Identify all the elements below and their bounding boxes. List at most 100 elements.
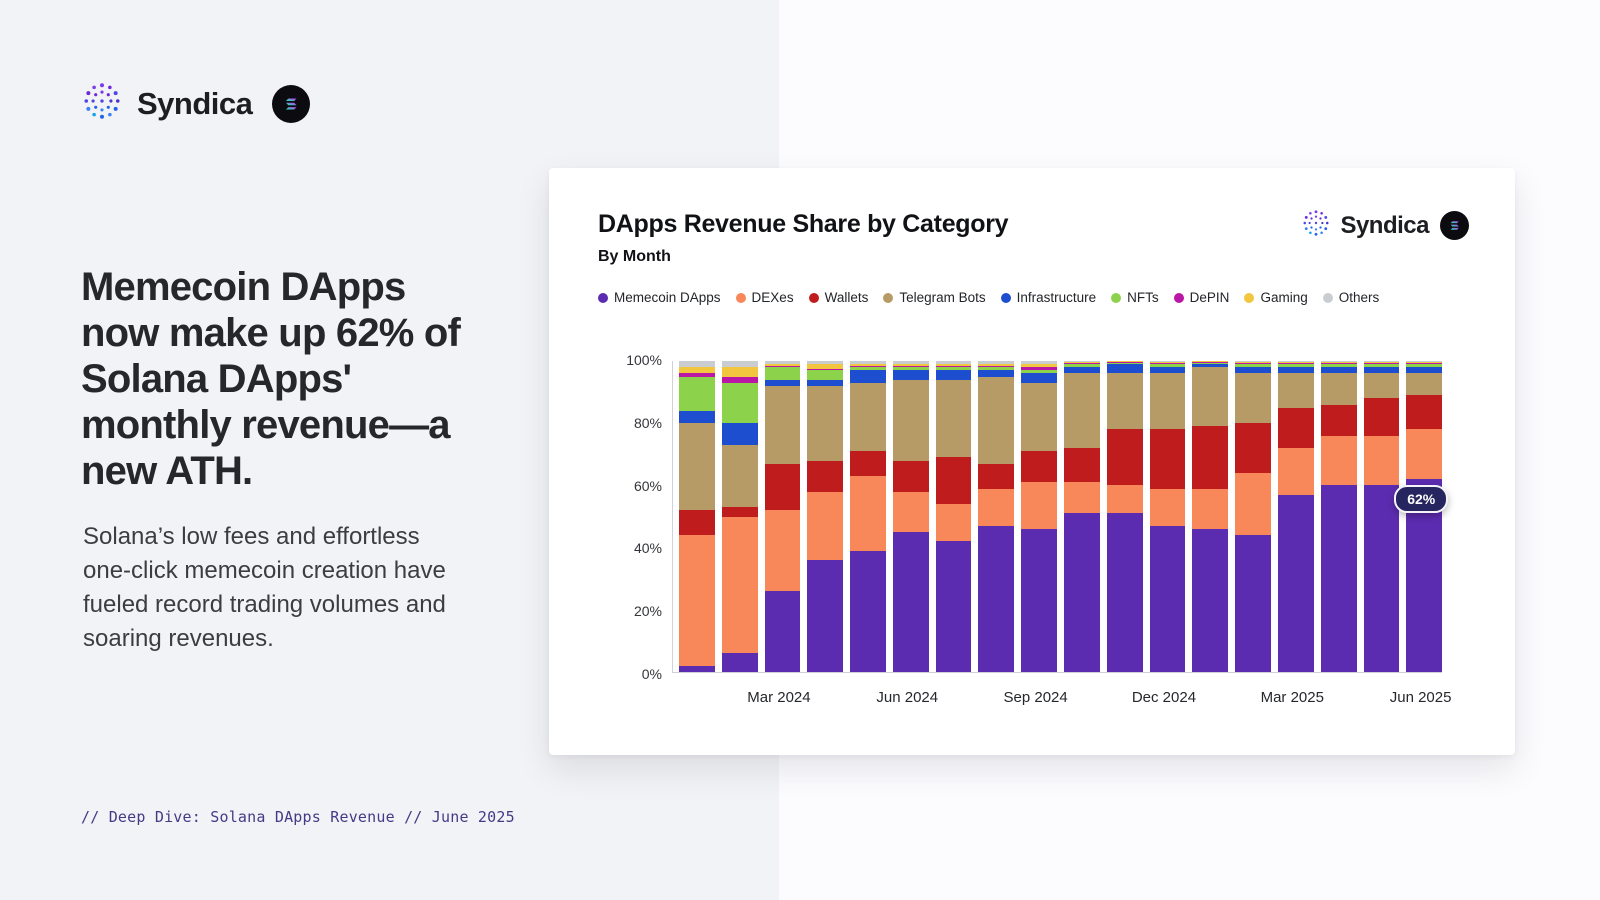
bar-aug-2024 <box>978 361 1015 672</box>
legend-dot <box>598 292 608 303</box>
chart-title: DApps Revenue Share by Category <box>598 210 1009 238</box>
bar-segment <box>1320 361 1357 364</box>
bar-segment <box>1021 482 1058 529</box>
bar-segment <box>892 379 929 461</box>
bar-segment <box>1235 472 1271 536</box>
bar-segment <box>1064 362 1100 365</box>
solana-logo-icon <box>272 84 311 123</box>
bar-segment <box>1235 364 1271 368</box>
bar-segment <box>764 365 801 368</box>
bar-segment <box>892 364 929 366</box>
body-text: Solana’s low fees and effortless one-cli… <box>83 523 446 653</box>
brand-wordmark: Syndica <box>137 85 253 121</box>
legend-dot <box>883 292 894 303</box>
bar-segment <box>1363 361 1400 362</box>
bar-segment <box>935 457 972 505</box>
headline: Memecoin DApps now make up 62% of Solana… <box>81 265 461 493</box>
bar-segment <box>1406 361 1443 362</box>
bar-may-2025 <box>1363 361 1400 672</box>
ath-badge: 62% <box>1394 485 1449 514</box>
bar-segment <box>1363 485 1400 672</box>
bar-segment <box>679 423 715 511</box>
bar-segment <box>892 361 929 365</box>
bar-segment <box>1192 362 1229 365</box>
bar-apr-2024 <box>807 361 844 672</box>
bar-segment <box>1106 361 1143 362</box>
bar-segment <box>1320 367 1357 374</box>
bar-segment <box>1320 485 1357 672</box>
bar-oct-2024 <box>1064 361 1100 672</box>
legend-item: Gaming <box>1244 290 1308 305</box>
bar-segment <box>1320 435 1357 486</box>
bar-segment <box>1106 485 1143 514</box>
bar-segment <box>679 410 715 424</box>
legend-item: NFTs <box>1111 290 1159 305</box>
bar-segment <box>1149 363 1186 365</box>
bar-segment <box>978 370 1015 377</box>
bar-segment <box>935 364 972 366</box>
ath-badge-label: 62% <box>1407 491 1436 508</box>
bar-segment <box>1406 395 1443 430</box>
bar-segment <box>679 376 715 411</box>
bar-segment <box>1064 373 1100 449</box>
bar-segment <box>1406 364 1443 368</box>
bar-segment <box>679 367 715 374</box>
y-tick-label: 40% <box>633 540 662 557</box>
bar-segment <box>1021 451 1058 483</box>
bar-jun-2024 <box>892 361 929 672</box>
bar-segment <box>1406 367 1443 374</box>
legend-item: Infrastructure <box>1000 290 1097 305</box>
bar-segment <box>1406 373 1443 396</box>
bar-segment <box>850 550 886 672</box>
bar-segment <box>721 361 758 368</box>
legend-dot <box>735 292 746 303</box>
bar-segment <box>1149 429 1186 489</box>
legend-label: Infrastructure <box>1016 290 1097 305</box>
bar-segment <box>1192 488 1229 529</box>
bar-segment <box>1320 363 1357 365</box>
bar-segment <box>1277 363 1314 365</box>
bar-segment <box>1149 488 1186 526</box>
bar-segment <box>1277 494 1314 672</box>
bar-segment <box>807 370 844 380</box>
bar-dec-2024 <box>1149 361 1186 672</box>
legend-dot <box>808 292 819 303</box>
bar-segment <box>721 653 758 672</box>
bar-segment <box>721 382 758 424</box>
bar-segment <box>721 367 758 377</box>
bar-segment <box>1406 363 1443 365</box>
bar-segment <box>935 370 972 380</box>
legend-label: NFTs <box>1127 290 1159 305</box>
y-tick-label: 80% <box>633 414 662 431</box>
bar-segment <box>679 361 715 368</box>
bar-apr-2025 <box>1320 361 1357 672</box>
bar-segment <box>721 507 758 517</box>
brand-row: Syndica <box>81 80 311 127</box>
bar-segment <box>764 463 801 511</box>
bar-jan-2024 <box>679 361 715 672</box>
bar-segment <box>935 361 972 365</box>
bar-segment <box>1149 364 1186 368</box>
bar-segment <box>1021 364 1058 368</box>
bar-segment <box>892 532 929 672</box>
bar-segment <box>1363 435 1400 486</box>
bar-segment <box>807 361 844 365</box>
bar-jun-2025 <box>1406 361 1443 672</box>
legend-item: DePIN <box>1173 290 1230 305</box>
bar-segment <box>850 382 886 452</box>
bar-segment <box>1064 513 1100 672</box>
bar-segment <box>764 367 801 380</box>
bar-segment <box>892 370 929 380</box>
bar-segment <box>1149 367 1186 374</box>
bar-segment <box>1277 407 1314 449</box>
legend-label: DePIN <box>1189 290 1230 305</box>
bar-segment <box>1192 362 1229 363</box>
bar-segment <box>1064 364 1100 368</box>
bar-segment <box>1235 367 1271 374</box>
bar-segment <box>978 525 1015 672</box>
bar-segment <box>807 560 844 672</box>
legend-dot <box>1111 292 1122 303</box>
legend-item: DEXes <box>735 290 794 305</box>
plot-area: 62% <box>672 361 1449 673</box>
bar-segment <box>679 510 715 536</box>
